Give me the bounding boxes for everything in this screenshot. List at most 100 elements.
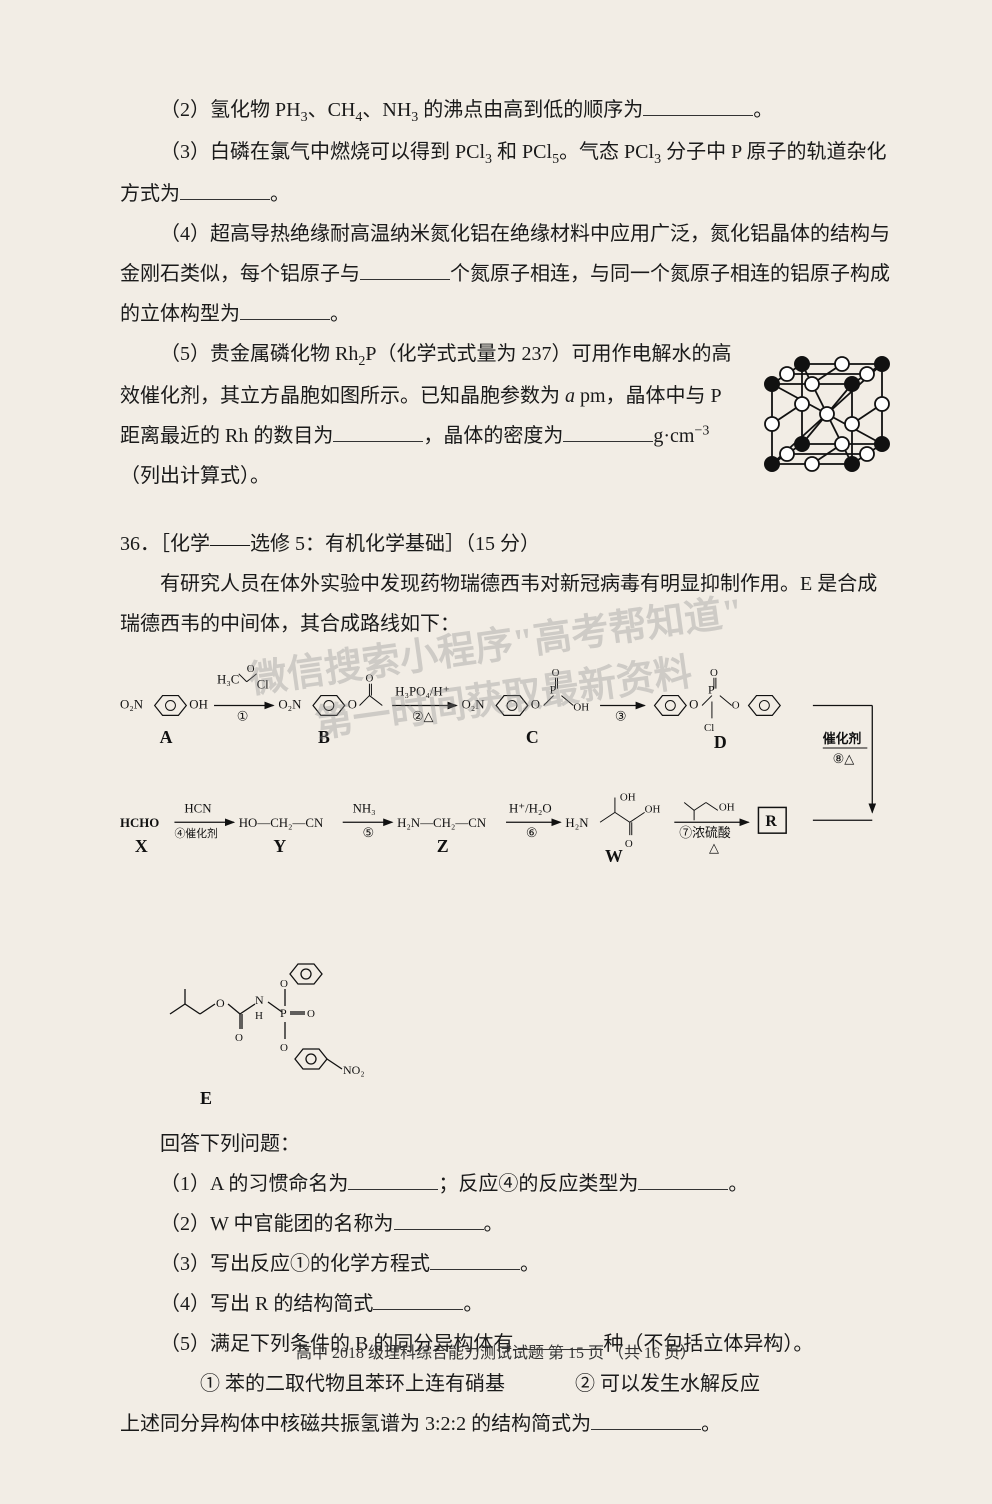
sq3-pre: （3）写出反应①的化学方程式 xyxy=(160,1253,430,1275)
structure-e: O O N H P O O O xyxy=(160,944,400,1124)
crystal-structure-figure xyxy=(742,334,902,494)
svg-text:③: ③ xyxy=(615,709,627,723)
q36-answer-header: 回答下列问题： xyxy=(120,1124,902,1164)
svg-text:B: B xyxy=(318,727,330,747)
sq1-mid: ；反应④的反应类型为 xyxy=(438,1173,638,1195)
q35-p5-unit: g·cm−3 xyxy=(653,425,709,447)
svg-text:H⁺/H₂O: H⁺/H₂O xyxy=(509,801,552,815)
q35-p2-end: 。 xyxy=(753,99,773,121)
q35-part3-line1: （3）白磷在氯气中燃烧可以得到 PCl3 和 PCl5。气态 PCl3 分子中 … xyxy=(120,132,902,174)
svg-text:P: P xyxy=(280,1006,287,1020)
sq2-end: 。 xyxy=(484,1213,504,1235)
q35-p2-text: （2）氢化物 PH3、CH4、NH3 的沸点由高到低的顺序为 xyxy=(160,99,643,121)
svg-text:H₂N: H₂N xyxy=(565,816,588,830)
svg-text:⑧△: ⑧△ xyxy=(833,752,855,766)
svg-text:Cl: Cl xyxy=(257,678,270,692)
sq2-pre: （2）W 中官能团的名称为 xyxy=(160,1213,394,1235)
svg-text:O: O xyxy=(235,1032,243,1044)
svg-text:O: O xyxy=(531,697,540,711)
q35-part2: （2）氢化物 PH3、CH4、NH3 的沸点由高到低的顺序为 。 xyxy=(120,90,902,132)
svg-text:E: E xyxy=(200,1088,212,1108)
svg-text:OH: OH xyxy=(645,803,661,815)
blank-q35-4b xyxy=(240,300,330,320)
q35-p5-mid3: ，晶体的密度为 xyxy=(423,425,563,447)
sq4-end: 。 xyxy=(463,1293,483,1315)
svg-text:H₃C: H₃C xyxy=(217,673,239,687)
crystal-svg xyxy=(742,334,902,494)
page-footer: 高中 2018 级理科综合能力测试试题 第 15 页 （共 16 页） xyxy=(0,1339,992,1363)
svg-text:HCHO: HCHO xyxy=(120,816,159,830)
blank-sq1a xyxy=(348,1170,438,1190)
svg-text:W: W xyxy=(605,846,623,866)
svg-text:O: O xyxy=(307,1008,315,1020)
q35-part4: （4）超高导热绝缘耐高温纳米氮化铝在绝缘材料中应用广泛，氮化铝晶体的结构与金刚石… xyxy=(120,214,902,334)
blank-sq2 xyxy=(394,1210,484,1230)
svg-text:X: X xyxy=(135,836,148,856)
svg-text:O: O xyxy=(732,699,740,711)
svg-text:R: R xyxy=(765,813,777,830)
sq4-pre: （4）写出 R 的结构简式 xyxy=(160,1293,373,1315)
blank-q35-5a xyxy=(333,422,423,442)
svg-text:O: O xyxy=(710,667,718,679)
sq3-end: 。 xyxy=(520,1253,540,1275)
q36-sq5-line3: 上述同分异构体中核磁共振氢谱为 3:2:2 的结构简式为。 xyxy=(120,1404,902,1444)
svg-text:D: D xyxy=(714,732,727,752)
blank-sq4 xyxy=(373,1290,463,1310)
svg-text:①: ① xyxy=(237,709,249,723)
svg-text:Y: Y xyxy=(273,836,286,856)
svg-text:OH: OH xyxy=(620,791,636,803)
exam-page: （2）氢化物 PH3、CH4、NH3 的沸点由高到低的顺序为。 （3）白磷在氯气… xyxy=(0,0,992,1504)
q36-sq2: （2）W 中官能团的名称为 。 xyxy=(120,1204,902,1244)
svg-text:O₂N: O₂N xyxy=(461,697,484,711)
blank-q35-3 xyxy=(180,180,270,200)
q35-p3-end: 。 xyxy=(270,183,290,205)
svg-text:④催化剂: ④催化剂 xyxy=(174,826,218,840)
q36-sq5-conds: ① 苯的二取代物且苯环上连有硝基 ② 可以发生水解反应 xyxy=(120,1364,902,1404)
svg-text:NO₂: NO₂ xyxy=(343,1063,365,1077)
svg-text:O: O xyxy=(552,667,560,679)
svg-text:Cl: Cl xyxy=(704,722,714,734)
svg-text:O: O xyxy=(216,996,225,1010)
q35-p3-text: （3）白磷在氯气中燃烧可以得到 PCl3 和 PCl5。气态 PCl3 分子中 … xyxy=(160,141,886,163)
svg-text:O₂N: O₂N xyxy=(120,697,143,711)
blank-sq1b xyxy=(638,1170,728,1190)
svg-text:HCN: HCN xyxy=(184,801,211,815)
svg-text:O: O xyxy=(280,978,288,990)
sq5-cond1: ① 苯的二取代物且苯环上连有硝基 xyxy=(200,1373,505,1395)
svg-text:△: △ xyxy=(709,841,719,855)
svg-text:O₂N: O₂N xyxy=(278,697,301,711)
svg-text:NH₃: NH₃ xyxy=(353,801,376,815)
svg-text:HO—CH₂—CN: HO—CH₂—CN xyxy=(239,816,324,830)
q35-p3-line2: 方式为 xyxy=(120,183,180,205)
svg-text:催化剂: 催化剂 xyxy=(823,731,862,746)
sq5-cond2: ② 可以发生水解反应 xyxy=(575,1373,760,1395)
svg-text:O: O xyxy=(625,838,633,850)
blank-sq5b xyxy=(591,1410,701,1430)
q36-intro1: 有研究人员在体外实验中发现药物瑞德西韦对新冠病毒有明显抑制作用。E 是合成 xyxy=(120,564,902,604)
q36-intro2: 瑞德西韦的中间体，其合成路线如下： xyxy=(120,604,902,644)
svg-text:⑤: ⑤ xyxy=(363,826,375,840)
q36-sq4: （4）写出 R 的结构简式 。 xyxy=(120,1284,902,1324)
structure-e-svg: O O N H P O O O xyxy=(160,944,400,1124)
svg-text:②△: ②△ xyxy=(412,709,434,723)
blank-q35-4a xyxy=(360,260,450,280)
q36-sq3: （3）写出反应①的化学方程式 。 xyxy=(120,1244,902,1284)
q36-sq1: （1）A 的习惯命名为；反应④的反应类型为。 xyxy=(120,1164,902,1204)
svg-text:OH: OH xyxy=(573,701,589,713)
svg-text:OH: OH xyxy=(719,801,735,813)
svg-text:O: O xyxy=(348,697,357,711)
svg-text:OH: OH xyxy=(189,697,208,711)
sq5-line3: 上述同分异构体中核磁共振氢谱为 3:2:2 的结构简式为 xyxy=(120,1413,591,1435)
svg-text:O: O xyxy=(280,1042,288,1054)
svg-text:A: A xyxy=(160,727,173,747)
blank-q35-2 xyxy=(643,96,753,116)
reaction-scheme: O₂N OH A H₃C O Cl ① O₂N O xyxy=(120,654,902,934)
q36-header: 36．［化学——选修 5：有机化学基础］（15 分） xyxy=(120,524,902,564)
scheme-svg: O₂N OH A H₃C O Cl ① O₂N O xyxy=(120,654,902,931)
svg-text:⑦浓硫酸: ⑦浓硫酸 xyxy=(679,826,731,840)
svg-text:H₂N—CH₂—CN: H₂N—CH₂—CN xyxy=(397,816,486,830)
svg-text:O: O xyxy=(247,663,255,675)
sq1-end: 。 xyxy=(728,1173,748,1195)
q35-part3-line2: 方式为 。 xyxy=(120,174,902,214)
svg-text:N: N xyxy=(255,993,264,1007)
